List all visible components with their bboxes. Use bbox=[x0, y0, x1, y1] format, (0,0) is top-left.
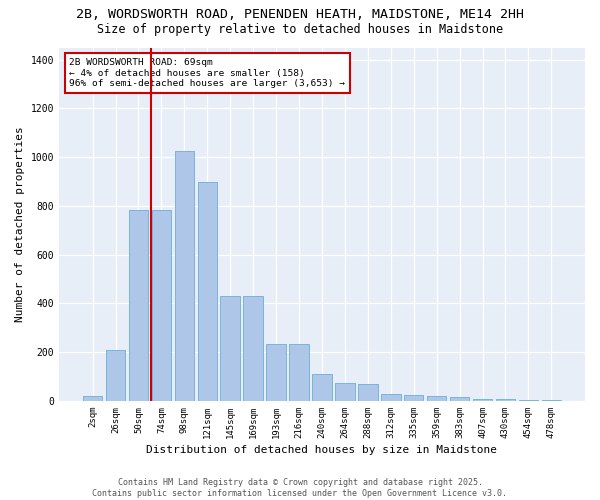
Bar bbox=[197, 182, 217, 401]
Bar bbox=[473, 398, 492, 401]
Bar bbox=[518, 400, 538, 401]
Bar bbox=[404, 395, 424, 401]
Bar bbox=[427, 396, 446, 401]
Bar bbox=[266, 344, 286, 401]
Bar bbox=[542, 400, 561, 401]
Bar bbox=[496, 398, 515, 401]
Bar bbox=[83, 396, 103, 401]
Bar bbox=[289, 344, 309, 401]
Y-axis label: Number of detached properties: Number of detached properties bbox=[15, 126, 25, 322]
Bar bbox=[220, 296, 240, 401]
Bar bbox=[244, 296, 263, 401]
Text: Contains HM Land Registry data © Crown copyright and database right 2025.
Contai: Contains HM Land Registry data © Crown c… bbox=[92, 478, 508, 498]
Bar bbox=[450, 398, 469, 401]
Bar bbox=[106, 350, 125, 401]
Text: Size of property relative to detached houses in Maidstone: Size of property relative to detached ho… bbox=[97, 22, 503, 36]
Bar bbox=[381, 394, 401, 401]
Bar bbox=[129, 210, 148, 401]
Bar bbox=[358, 384, 377, 401]
Text: 2B WORDSWORTH ROAD: 69sqm
← 4% of detached houses are smaller (158)
96% of semi-: 2B WORDSWORTH ROAD: 69sqm ← 4% of detach… bbox=[70, 58, 346, 88]
Bar bbox=[175, 151, 194, 401]
Text: 2B, WORDSWORTH ROAD, PENENDEN HEATH, MAIDSTONE, ME14 2HH: 2B, WORDSWORTH ROAD, PENENDEN HEATH, MAI… bbox=[76, 8, 524, 20]
Bar bbox=[335, 382, 355, 401]
X-axis label: Distribution of detached houses by size in Maidstone: Distribution of detached houses by size … bbox=[146, 445, 497, 455]
Bar bbox=[312, 374, 332, 401]
Bar bbox=[152, 210, 171, 401]
